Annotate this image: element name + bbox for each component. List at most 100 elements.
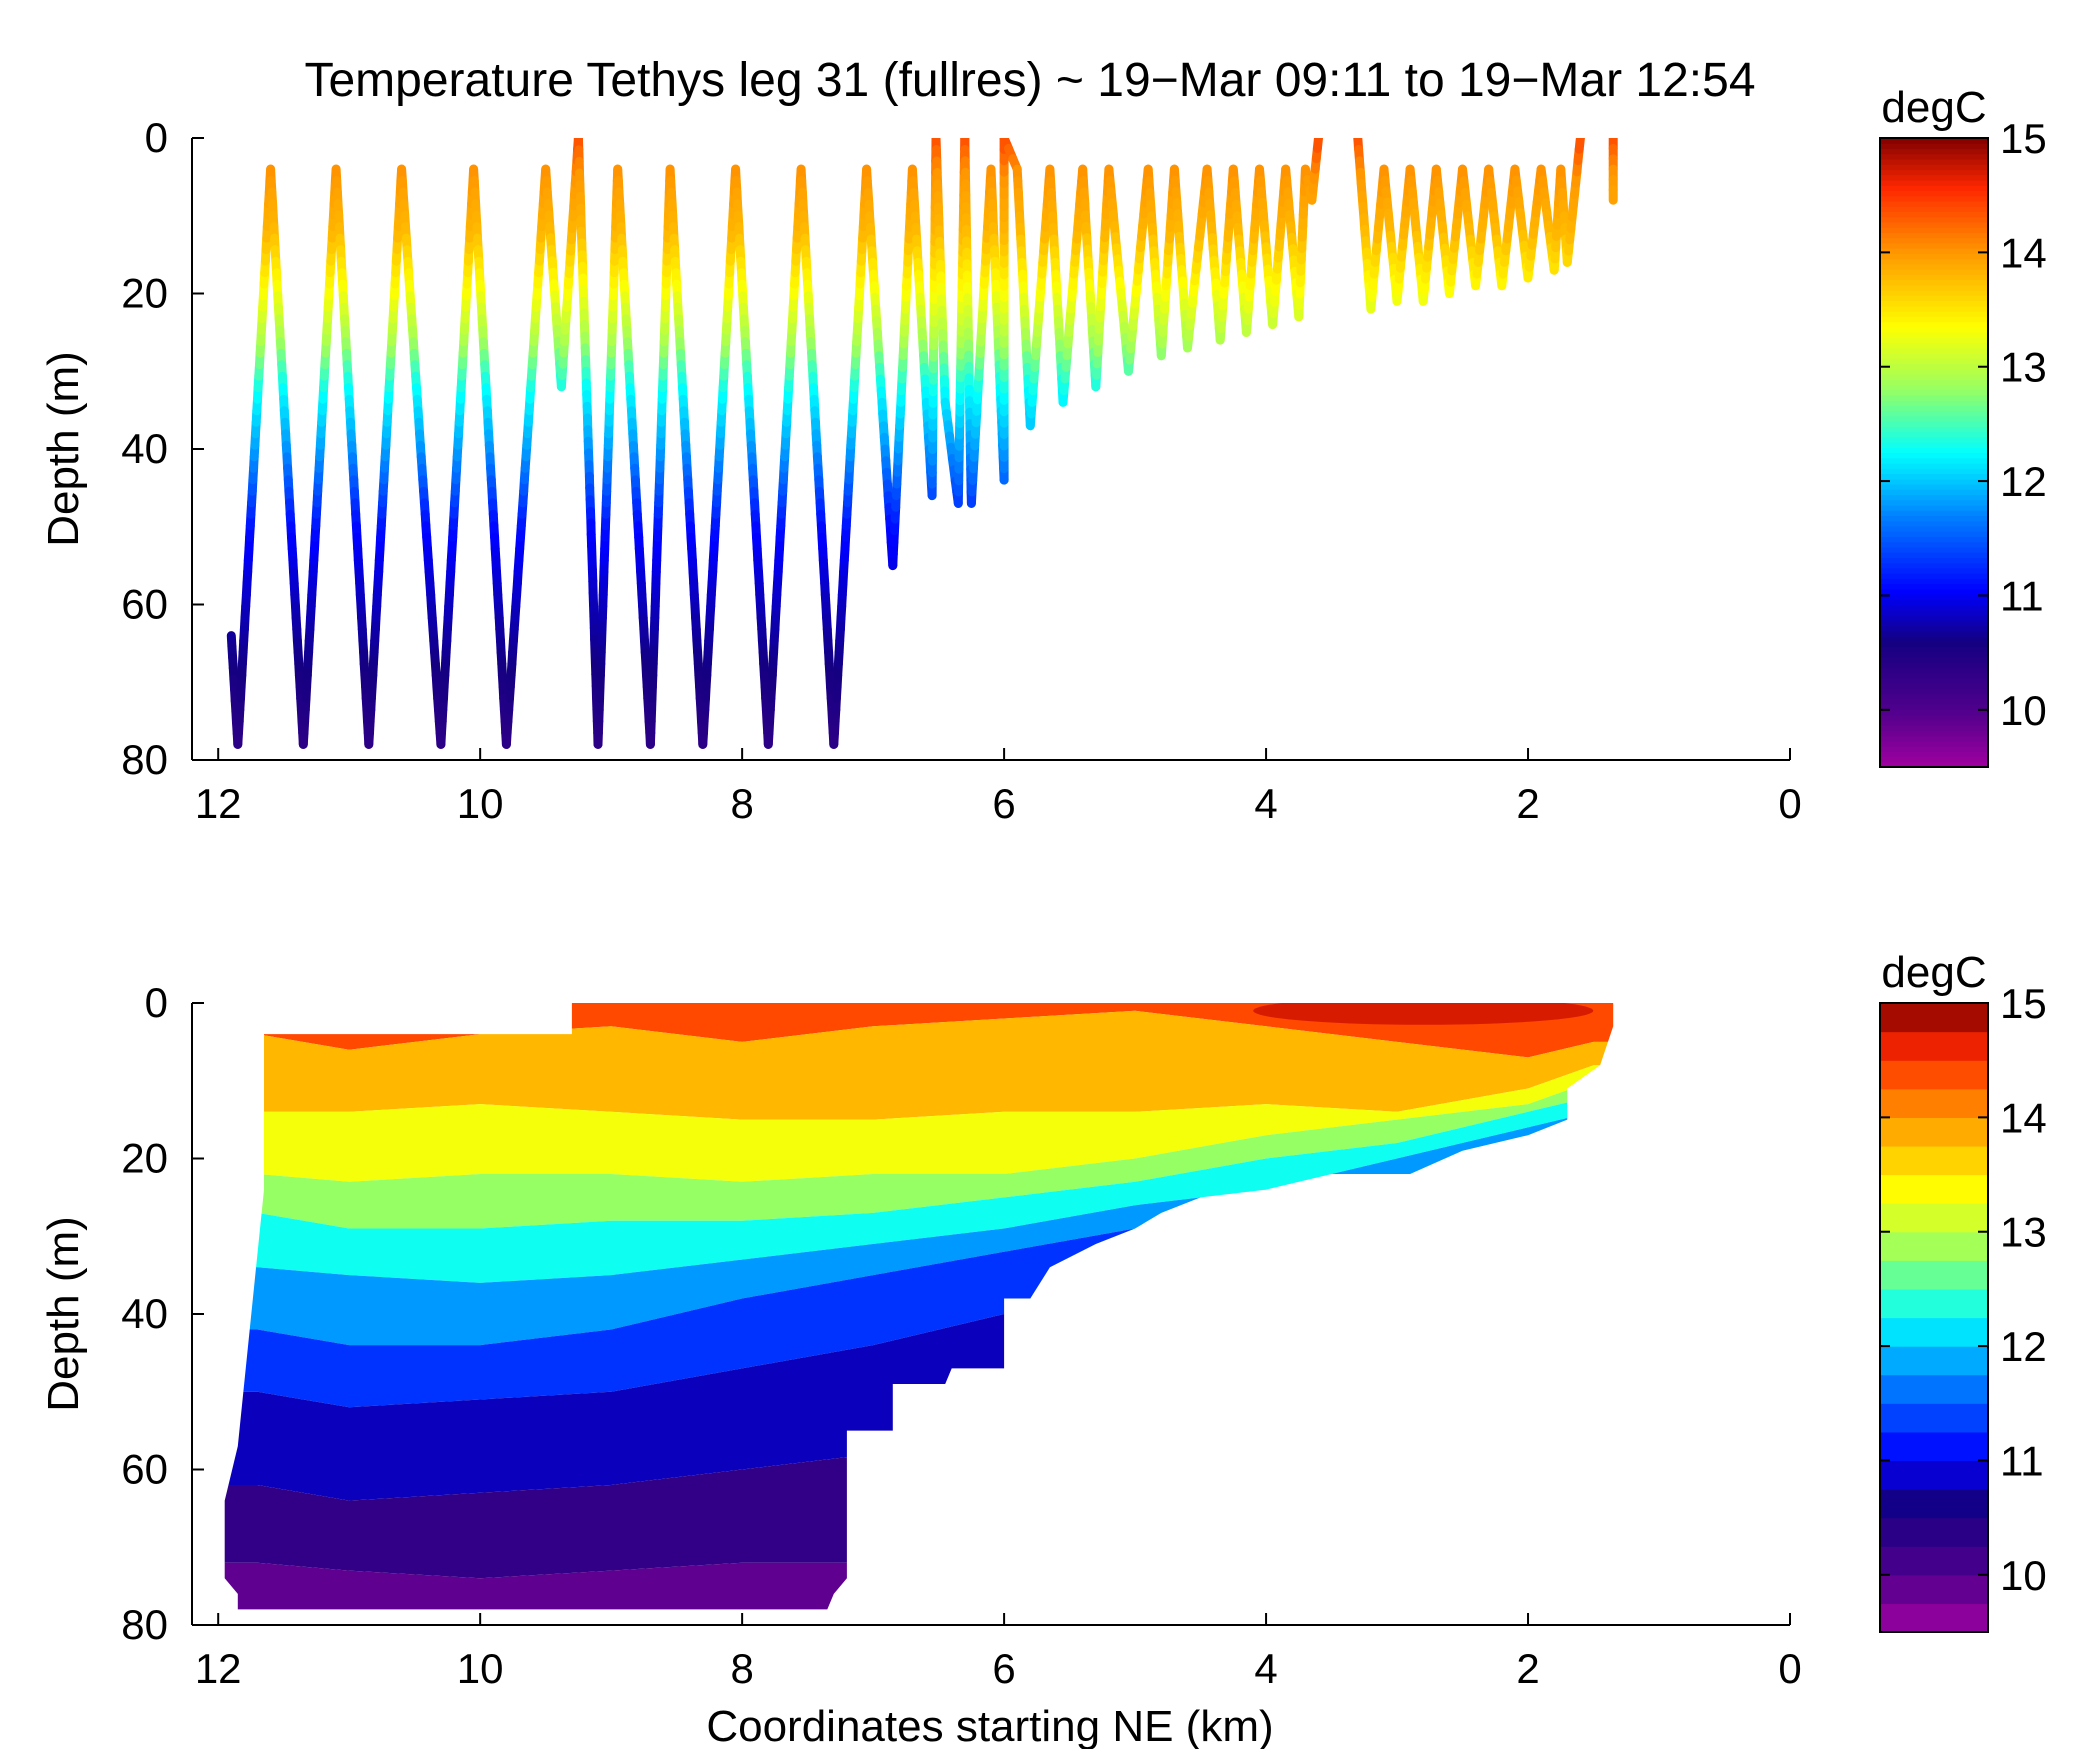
colorbar-swatch xyxy=(1880,436,1988,443)
top-scatter-marks xyxy=(226,138,1618,749)
colorbar-swatch xyxy=(1880,410,1988,417)
colorbar-swatch xyxy=(1880,258,1988,265)
chart-title: Temperature Tethys leg 31 (fullres) ~ 19… xyxy=(304,54,1755,107)
colorbar-swatch xyxy=(1880,153,1988,160)
colorbar-swatch xyxy=(1880,158,1988,165)
colorbar-swatch xyxy=(1880,185,1988,192)
x-tick-label: 12 xyxy=(195,1645,242,1692)
colorbar-swatch xyxy=(1880,305,1988,312)
colorbar-swatch xyxy=(1880,525,1988,532)
colorbar-swatch xyxy=(1880,1060,1988,1090)
colorbar-swatch xyxy=(1880,630,1988,637)
y-tick-label: 0 xyxy=(145,979,168,1026)
colorbar-swatch xyxy=(1880,384,1988,391)
warm-surface-patch xyxy=(1253,1003,1594,1025)
colorbar-swatch xyxy=(1880,698,1988,705)
colorbar-swatch xyxy=(1880,462,1988,469)
y-tick-label: 60 xyxy=(121,1446,168,1493)
colorbar-swatch xyxy=(1880,746,1988,752)
contour-band xyxy=(224,1003,1614,1058)
x-tick-label: 2 xyxy=(1516,1645,1539,1692)
colorbar-swatch xyxy=(1880,331,1988,338)
colorbar-swatch xyxy=(1880,415,1988,422)
colorbar-swatch xyxy=(1880,1031,1988,1061)
colorbar-swatch xyxy=(1880,195,1988,202)
colorbar-tick-label: 11 xyxy=(2000,572,2044,619)
colorbar-swatch xyxy=(1880,552,1988,558)
colorbar-swatch xyxy=(1880,725,1988,731)
colorbar-tick-label: 13 xyxy=(2000,344,2047,391)
colorbar-swatch xyxy=(1880,1574,1988,1605)
colorbar-swatch xyxy=(1880,143,1988,150)
colorbar-swatch xyxy=(1880,735,1988,742)
colorbar-swatch xyxy=(1880,379,1988,385)
colorbar-swatch xyxy=(1880,672,1988,679)
colorbar-swatch xyxy=(1880,531,1988,537)
top-colorbar: 10 11 12 13 14 15 xyxy=(1879,115,2047,768)
colorbar-swatch xyxy=(1880,541,1988,548)
colorbar-tick-label: 14 xyxy=(2000,229,2047,276)
x-tick-label: 12 xyxy=(195,780,242,827)
colorbar-swatch xyxy=(1880,683,1988,689)
y-tick-label: 0 xyxy=(145,114,168,161)
colorbar-tick-label: 10 xyxy=(2000,1552,2047,1599)
colorbar-swatch xyxy=(1880,358,1988,364)
bottom-colorbar: 10 11 12 13 14 15 xyxy=(1879,980,2047,1633)
colorbar-swatch xyxy=(1880,310,1988,317)
contour-band xyxy=(224,1111,1614,1346)
bottom-xlabel: Coordinates starting NE (km) xyxy=(706,1702,1273,1749)
colorbar-swatch xyxy=(1880,337,1988,344)
colorbar-swatch xyxy=(1880,1546,1988,1576)
colorbar-swatch xyxy=(1880,1174,1988,1204)
colorbar-swatch xyxy=(1880,1231,1988,1261)
colorbar-swatch xyxy=(1880,504,1988,511)
colorbar-swatch xyxy=(1880,546,1988,553)
contour-band xyxy=(224,1080,1614,1229)
x-tick-label: 2 xyxy=(1516,780,1539,827)
colorbar-swatch xyxy=(1880,478,1988,485)
colorbar-swatch xyxy=(1880,614,1988,621)
colorbar-swatch xyxy=(1880,1489,1988,1519)
colorbar-swatch xyxy=(1880,279,1988,286)
y-tick-label: 80 xyxy=(121,736,168,783)
colorbar-swatch xyxy=(1880,719,1988,726)
colorbar-swatch xyxy=(1880,562,1988,569)
y-tick-label: 20 xyxy=(121,270,168,317)
colorbar-swatch xyxy=(1880,1603,1988,1633)
colorbar-frame xyxy=(1879,137,1989,768)
colorbar-swatch xyxy=(1880,468,1988,475)
colorbar-swatch xyxy=(1880,641,1988,648)
colorbar-swatch xyxy=(1880,635,1988,642)
colorbar-swatch xyxy=(1880,400,1988,406)
colorbar-swatch xyxy=(1880,1317,1988,1347)
colorbar-swatch xyxy=(1880,290,1988,296)
colorbar-swatch xyxy=(1880,421,1988,427)
colorbar-swatch xyxy=(1880,190,1988,197)
colorbar-swatch xyxy=(1880,363,1988,370)
colorbar-swatch xyxy=(1880,1517,1988,1547)
colorbar-tick-label: 15 xyxy=(2000,980,2047,1027)
colorbar-swatch xyxy=(1880,536,1988,543)
colorbar-swatch xyxy=(1880,237,1988,244)
colorbar-swatch xyxy=(1880,253,1988,260)
contour-band xyxy=(224,1135,1614,1501)
colorbar-swatch xyxy=(1880,1203,1988,1233)
colorbar-swatch xyxy=(1880,232,1988,239)
x-tick-label: 8 xyxy=(730,1645,753,1692)
colorbar-tick-label: 15 xyxy=(2000,115,2047,162)
colorbar-swatch xyxy=(1880,274,1988,281)
colorbar-swatch xyxy=(1880,342,1988,349)
colorbar-swatch xyxy=(1880,620,1988,627)
colorbar-swatch xyxy=(1880,1403,1988,1433)
x-tick-label: 0 xyxy=(1778,1645,1801,1692)
colorbar-frame xyxy=(1879,1002,1989,1633)
colorbar-swatch xyxy=(1880,740,1988,747)
colorbar-swatch xyxy=(1880,578,1988,585)
colorbar-tick-label: 14 xyxy=(2000,1094,2047,1141)
colorbar-swatch xyxy=(1880,1088,1988,1118)
top-colorbar-label: degC xyxy=(1881,83,1986,132)
colorbar-swatch xyxy=(1880,499,1988,506)
